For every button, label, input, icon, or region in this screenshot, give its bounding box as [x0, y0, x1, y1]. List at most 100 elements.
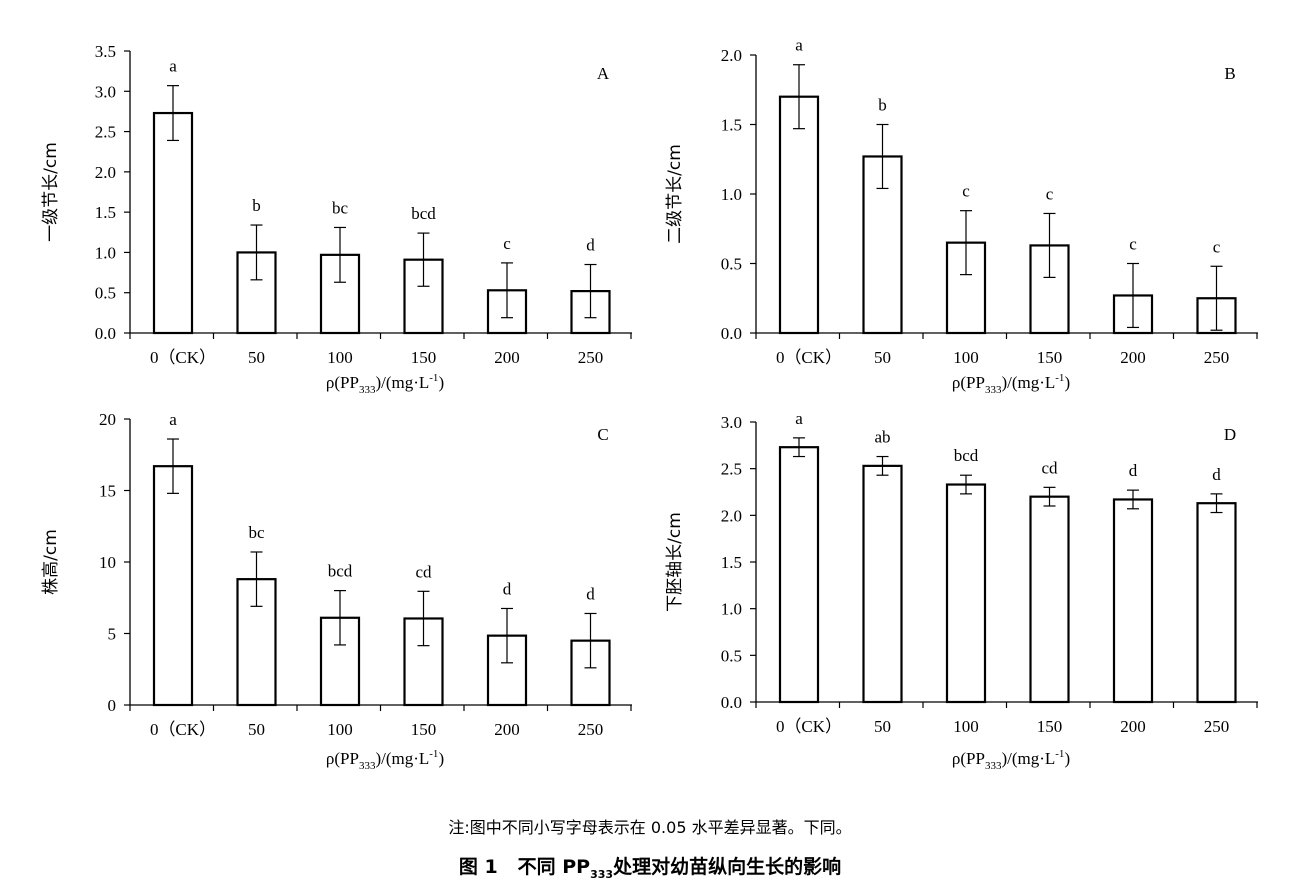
x-tick-label: 0（CK） — [150, 720, 216, 739]
x-tick-label: 0（CK） — [776, 348, 842, 367]
x-tick-label: 50 — [874, 717, 891, 736]
x-tick-label: 0（CK） — [776, 717, 842, 736]
x-tick-label: 250 — [578, 720, 604, 739]
figure-caption: 图 1 不同 PP333处理对幼苗纵向生长的影响 — [0, 852, 1300, 881]
y-tick-label: 3.0 — [95, 82, 116, 101]
significance-letter: bcd — [328, 562, 353, 581]
significance-letter: d — [586, 584, 595, 603]
bar — [862, 464, 903, 704]
significance-letter: bcd — [954, 446, 979, 465]
y-tick-label: 1.5 — [95, 203, 116, 222]
y-tick-label: 0 — [108, 696, 117, 715]
significance-letter: d — [586, 236, 595, 255]
x-tick-label: 150 — [411, 720, 437, 739]
bar — [778, 95, 820, 335]
y-tick-label: 1.5 — [721, 553, 742, 572]
panel-label: B — [1224, 64, 1235, 83]
x-tick-label: 150 — [1037, 717, 1063, 736]
bar — [1029, 495, 1070, 704]
y-axis-label: 二级节长/cm — [665, 144, 685, 244]
x-axis-label: ρ(PP333)/(mg·L-1) — [326, 372, 444, 396]
y-tick-label: 0.5 — [721, 255, 742, 274]
x-axis-label: ρ(PP333)/(mg·L-1) — [952, 748, 1070, 772]
bar — [1196, 502, 1237, 704]
significance-letter: d — [1212, 465, 1221, 484]
significance-letter: c — [1129, 235, 1137, 254]
bar — [570, 639, 611, 707]
y-axis-label: 一级节长/cm — [41, 142, 61, 242]
y-tick-label: 2.5 — [721, 460, 742, 479]
y-tick-label: 20 — [99, 410, 116, 429]
y-tick-label: 2.0 — [721, 506, 742, 525]
significance-letter: cd — [1041, 458, 1058, 477]
x-tick-label: 100 — [327, 720, 353, 739]
significance-letter: d — [503, 579, 512, 598]
bar — [778, 446, 820, 704]
significance-letter: c — [1213, 237, 1221, 256]
bar — [1112, 498, 1154, 704]
y-tick-label: 1.0 — [95, 243, 116, 262]
caption-text-before: 不同 PP — [517, 856, 591, 878]
significance-letter: bcd — [411, 204, 436, 223]
significance-letter: a — [169, 57, 177, 76]
significance-letter: c — [962, 182, 970, 201]
x-tick-label: 250 — [1204, 348, 1230, 367]
chart-panel-d: 0.0 0.5 1.0 1.5 2.0 2.5 3.0 a 0（CK） ab 50 bcd 100 cd 1… — [665, 409, 1258, 772]
y-tick-label: 2.0 — [721, 46, 742, 65]
significance-letter: d — [1129, 461, 1138, 480]
bar — [152, 465, 194, 707]
significance-letter: bc — [332, 198, 349, 217]
x-tick-label: 150 — [1037, 348, 1063, 367]
bar — [403, 258, 444, 335]
x-tick-label: 200 — [494, 720, 520, 739]
x-axis-label: ρ(PP333)/(mg·L-1) — [952, 372, 1070, 396]
y-tick-label: 0.5 — [95, 284, 116, 303]
figure-note: 注:图中不同小写字母表示在 0.05 水平差异显著。下同。 — [448, 818, 852, 837]
x-tick-label: 100 — [953, 348, 979, 367]
x-tick-label: 200 — [1120, 717, 1146, 736]
caption-subscript: 333 — [590, 867, 614, 881]
y-tick-label: 5 — [108, 625, 117, 644]
y-tick-label: 0.0 — [721, 324, 742, 343]
x-tick-label: 50 — [248, 720, 265, 739]
y-tick-label: 2.5 — [95, 123, 116, 142]
panel-label: D — [1224, 425, 1236, 444]
y-tick-label: 3.0 — [721, 413, 742, 432]
significance-letter: a — [795, 36, 803, 55]
x-tick-label: 0（CK） — [150, 348, 216, 367]
chart-panel-b: 0.0 0.5 1.0 1.5 2.0 a 0（CK） b 50 c 100 c 150 c 200 c 250… — [665, 36, 1258, 396]
y-tick-label: 0.5 — [721, 646, 742, 665]
chart-panel-a: 0.0 0.5 1.0 1.5 2.0 2.5 3.0 3.5 a 0（CK） b 50 bc 100 bc… — [41, 42, 632, 396]
x-axis-label: ρ(PP333)/(mg·L-1) — [326, 748, 444, 772]
x-tick-label: 200 — [1120, 348, 1146, 367]
x-tick-label: 200 — [494, 348, 520, 367]
y-tick-label: 0.0 — [721, 693, 742, 712]
significance-letter: c — [1046, 184, 1054, 203]
panel-label: C — [597, 425, 608, 444]
y-tick-label: 1.0 — [721, 600, 742, 619]
significance-letter: b — [878, 96, 887, 115]
x-tick-label: 150 — [411, 348, 437, 367]
panel-label: A — [597, 64, 610, 83]
significance-letter: cd — [415, 562, 432, 581]
caption-prefix: 图 1 — [458, 856, 498, 878]
x-tick-label: 50 — [874, 348, 891, 367]
x-tick-label: 250 — [1204, 717, 1230, 736]
significance-letter: bc — [248, 523, 265, 542]
significance-letter: c — [503, 234, 511, 253]
y-tick-label: 2.0 — [95, 163, 116, 182]
y-axis-label: 株高/cm — [41, 529, 61, 595]
y-tick-label: 0.0 — [95, 324, 116, 343]
y-tick-label: 10 — [99, 553, 116, 572]
x-tick-label: 100 — [953, 717, 979, 736]
x-tick-label: 250 — [578, 348, 604, 367]
bar — [152, 111, 194, 335]
caption-text-after: 处理对幼苗纵向生长的影响 — [613, 856, 842, 878]
chart-panel-c: 0 5 10 15 20 a 0（CK） bc 50 bcd 100 cd 150 d 200 d 250 C 株高… — [41, 410, 632, 772]
y-axis-label: 下胚轴长/cm — [665, 512, 685, 612]
y-tick-label: 3.5 — [95, 42, 116, 61]
significance-letter: b — [252, 196, 261, 215]
bar — [945, 483, 987, 704]
x-tick-label: 100 — [327, 348, 353, 367]
